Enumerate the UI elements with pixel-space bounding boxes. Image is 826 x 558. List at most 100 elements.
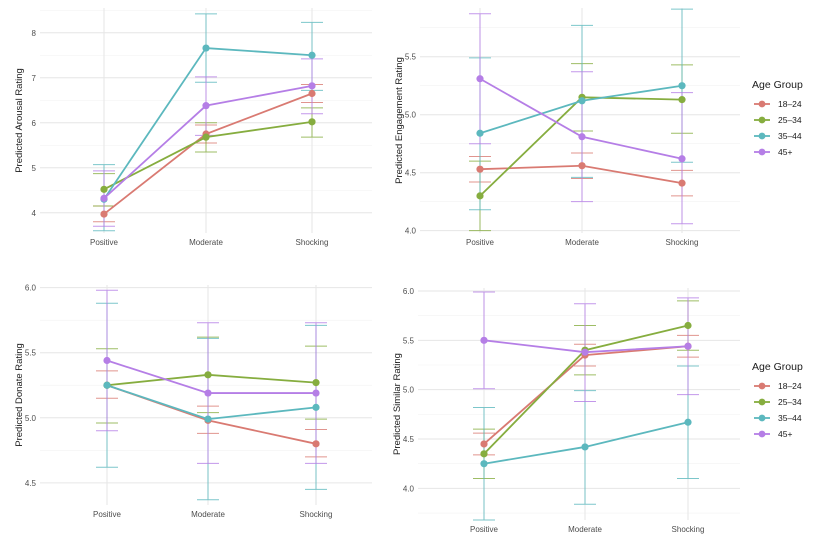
legend-key-point bbox=[758, 398, 766, 406]
data-point bbox=[476, 75, 484, 83]
y-tick-label: 6.0 bbox=[403, 287, 415, 296]
legend-label: 35–44 bbox=[778, 413, 802, 423]
data-point bbox=[100, 185, 108, 193]
x-tick-label: Shocking bbox=[672, 525, 705, 534]
legend-label: 45+ bbox=[778, 147, 792, 157]
data-point bbox=[678, 96, 686, 104]
data-point bbox=[578, 133, 586, 141]
legend-1: Age Group 18–24 25–34 35–44 45+ bbox=[752, 79, 803, 157]
x-tick-label: Moderate bbox=[189, 238, 223, 247]
y-tick-label: 7 bbox=[32, 74, 37, 83]
x-tick-label: Shocking bbox=[296, 238, 329, 247]
y-tick-label: 6.0 bbox=[25, 284, 37, 293]
y-tick-label: 5.5 bbox=[25, 349, 37, 358]
x-tick-label: Positive bbox=[470, 525, 499, 534]
data-point bbox=[312, 389, 320, 397]
data-point bbox=[684, 418, 692, 426]
data-point bbox=[202, 102, 210, 110]
y-tick-label: 5.5 bbox=[403, 336, 415, 345]
data-point bbox=[100, 210, 108, 218]
data-point bbox=[103, 356, 111, 365]
y-tick-label: 5.0 bbox=[405, 111, 417, 120]
y-axis-title: Predicted Donate Rating bbox=[14, 343, 25, 447]
legend-label: 25–34 bbox=[778, 115, 802, 125]
y-axis-title: Predicted Engagement Rating bbox=[394, 57, 405, 184]
x-tick-label: Moderate bbox=[191, 510, 225, 519]
series-line-3 bbox=[479, 84, 683, 135]
legend-key-point bbox=[758, 148, 766, 156]
data-point bbox=[480, 336, 488, 344]
series-line-2 bbox=[479, 96, 683, 197]
series-line-3 bbox=[483, 421, 689, 465]
legend-key-point bbox=[758, 414, 766, 422]
y-tick-label: 6 bbox=[32, 119, 37, 128]
series-line-3 bbox=[103, 47, 313, 200]
legend-label: 35–44 bbox=[778, 131, 802, 141]
data-point bbox=[678, 179, 686, 187]
data-point bbox=[480, 440, 488, 448]
data-point bbox=[308, 89, 316, 98]
data-point bbox=[480, 460, 488, 468]
chart-panel-4: 4.0 4.5 5.0 5.5 6.0 Positive Moderate Shocking P… bbox=[392, 287, 740, 534]
legend-key-point bbox=[758, 100, 766, 108]
data-point bbox=[202, 44, 210, 52]
data-point bbox=[578, 97, 586, 105]
y-axis-title: Predicted Similar Rating bbox=[392, 353, 403, 455]
data-point bbox=[204, 415, 212, 423]
legend-title: Age Group bbox=[752, 361, 803, 373]
data-point bbox=[476, 129, 484, 137]
data-point bbox=[312, 440, 320, 448]
data-point bbox=[476, 165, 484, 173]
data-point bbox=[202, 133, 210, 141]
legend-key-point bbox=[758, 430, 766, 438]
data-point bbox=[204, 371, 212, 379]
x-tick-label: Moderate bbox=[565, 238, 599, 247]
data-point bbox=[678, 155, 686, 163]
series-line-1 bbox=[106, 384, 317, 445]
y-tick-label: 4.0 bbox=[403, 484, 415, 493]
data-point bbox=[312, 379, 320, 387]
legend-label: 25–34 bbox=[778, 397, 802, 407]
data-point bbox=[103, 381, 111, 389]
data-point bbox=[678, 82, 686, 90]
data-point bbox=[204, 389, 212, 397]
legend-2: Age Group 18–24 25–34 35–44 45+ bbox=[752, 361, 803, 439]
legend-label: 45+ bbox=[778, 429, 792, 439]
series-line-3 bbox=[106, 384, 317, 420]
legend-title: Age Group bbox=[752, 79, 803, 91]
chart-panel-3: 4.5 5.0 5.5 6.0 Positive Moderate Shocking Pred… bbox=[14, 284, 372, 519]
series-line-4 bbox=[106, 359, 316, 394]
y-tick-label: 5.5 bbox=[405, 53, 417, 62]
data-point bbox=[308, 51, 316, 59]
legend-key-point bbox=[758, 116, 766, 124]
y-tick-label: 5 bbox=[32, 164, 37, 173]
series-line-2 bbox=[106, 373, 317, 387]
data-point bbox=[312, 403, 320, 411]
legend-label: 18–24 bbox=[778, 381, 802, 391]
data-point bbox=[476, 192, 484, 200]
x-tick-label: Positive bbox=[466, 238, 495, 247]
data-point bbox=[684, 342, 692, 350]
x-tick-label: Shocking bbox=[666, 238, 699, 247]
x-tick-label: Shocking bbox=[300, 510, 333, 519]
y-tick-label: 5.0 bbox=[25, 414, 37, 423]
y-tick-label: 4 bbox=[32, 209, 37, 218]
y-tick-label: 4.5 bbox=[405, 169, 417, 178]
x-tick-label: Positive bbox=[93, 510, 122, 519]
data-point bbox=[308, 82, 316, 90]
y-tick-label: 4.0 bbox=[405, 227, 417, 236]
legend-key-point bbox=[758, 132, 766, 140]
data-point bbox=[684, 321, 692, 330]
chart-panel-2: 4.0 4.5 5.0 5.5 Positive Moderate Shocking Pred… bbox=[394, 8, 740, 247]
y-tick-label: 4.5 bbox=[25, 479, 37, 488]
data-point bbox=[581, 348, 589, 356]
data-point bbox=[581, 443, 589, 451]
x-tick-label: Moderate bbox=[568, 525, 602, 534]
y-axis-title: Predicted Arousal Rating bbox=[14, 68, 25, 173]
legend-label: 18–24 bbox=[778, 99, 802, 109]
y-tick-label: 4.5 bbox=[403, 435, 415, 444]
data-point bbox=[308, 118, 316, 126]
chart-panel-1: 4 5 6 7 8 Positive Moderate Shocking Predicted A… bbox=[14, 8, 372, 247]
data-point bbox=[100, 194, 108, 202]
